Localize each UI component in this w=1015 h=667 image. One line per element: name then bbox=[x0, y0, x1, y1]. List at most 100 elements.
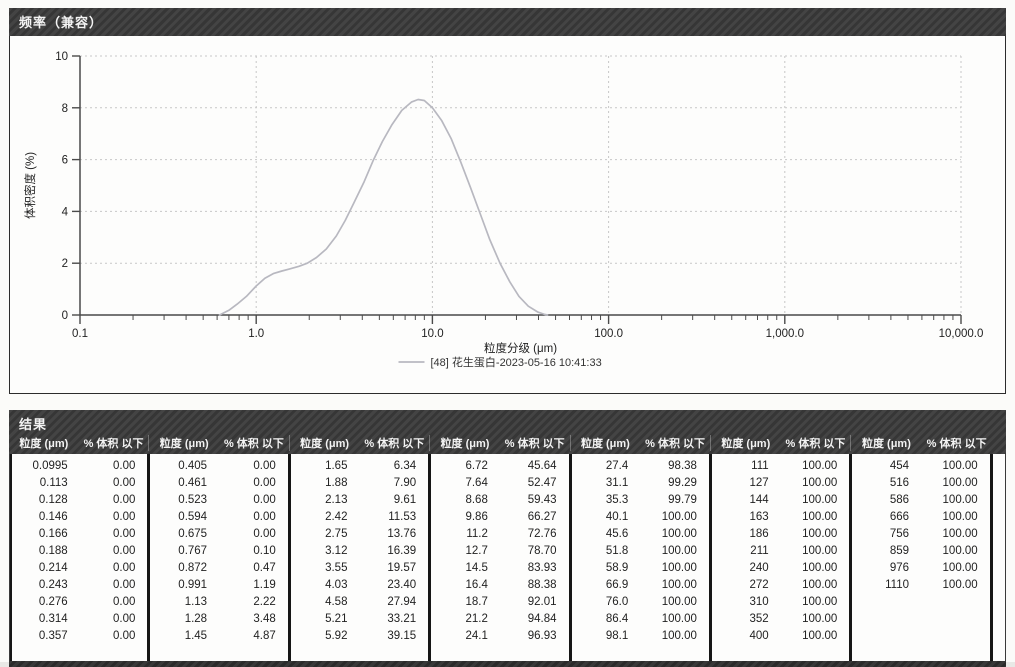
percent-below-cell: 39.15 bbox=[387, 630, 417, 642]
percent-below-cell: 100.00 bbox=[942, 545, 978, 557]
y-tick-label: 4 bbox=[62, 206, 69, 218]
percent-below-header: % 体积 以下 bbox=[364, 438, 425, 450]
particle-size-cell: 58.9 bbox=[605, 562, 629, 574]
table-row: 6.72 45.64 bbox=[431, 458, 568, 475]
particle-size-cell: 0.594 bbox=[178, 511, 208, 523]
particle-size-header: 粒度 (μm) bbox=[440, 438, 490, 450]
table-row: 31.1 99.29 bbox=[572, 475, 709, 492]
table-row: 35.3 99.79 bbox=[572, 492, 709, 509]
results-title-bar: 结果 粒度 (μm) % 体积 以下 粒度 (μm) % 体积 以下 粒度 (μm) % … bbox=[9, 410, 1006, 454]
percent-below-cell: 19.57 bbox=[387, 562, 417, 574]
table-row: 0.146 0.00 bbox=[12, 509, 147, 526]
percent-below-cell: 100.00 bbox=[661, 562, 697, 574]
percent-below-cell: 94.84 bbox=[527, 613, 557, 625]
table-row: 76.0 100.00 bbox=[572, 594, 709, 611]
table-row: 0.113 0.00 bbox=[12, 475, 147, 492]
particle-size-header: 粒度 (μm) bbox=[580, 438, 630, 450]
percent-below-cell: 99.79 bbox=[668, 494, 697, 506]
particle-size-cell: 14.5 bbox=[465, 562, 488, 574]
percent-below-cell: 100.00 bbox=[802, 460, 838, 472]
percent-below-cell: 0.00 bbox=[112, 579, 136, 591]
particle-size-cell: 1.88 bbox=[325, 477, 348, 489]
table-row: 2.42 11.53 bbox=[291, 509, 428, 526]
table-row: 86.4 100.00 bbox=[572, 611, 709, 628]
percent-below-cell: 100.00 bbox=[942, 528, 978, 540]
percent-below-cell: 59.43 bbox=[527, 494, 557, 506]
percent-below-cell: 0.47 bbox=[253, 562, 276, 574]
percent-below-cell: 0.00 bbox=[112, 630, 136, 642]
particle-size-cell: 666 bbox=[889, 511, 910, 523]
particle-size-cell: 144 bbox=[749, 494, 769, 506]
percent-below-cell: 0.00 bbox=[112, 562, 136, 574]
percent-below-cell: 27.94 bbox=[387, 596, 417, 608]
percent-below-cell: 100.00 bbox=[942, 579, 978, 591]
percent-below-cell: 100.00 bbox=[661, 511, 697, 523]
percent-below-cell: 0.00 bbox=[253, 511, 276, 523]
table-row: 66.9 100.00 bbox=[572, 577, 709, 594]
percent-below-cell: 100.00 bbox=[802, 477, 838, 489]
table-right-filler bbox=[992, 454, 1005, 661]
table-row: 516 100.00 bbox=[852, 475, 989, 492]
particle-size-cell: 18.7 bbox=[465, 596, 488, 608]
table-row: 16.4 88.38 bbox=[431, 577, 568, 594]
percent-below-cell: 0.00 bbox=[253, 477, 276, 489]
particle-size-header: 粒度 (μm) bbox=[300, 438, 350, 450]
table-row: 1.45 4.87 bbox=[150, 628, 287, 645]
percent-below-cell: 100.00 bbox=[942, 511, 978, 523]
table-row: 0.314 0.00 bbox=[12, 611, 147, 628]
particle-size-cell: 586 bbox=[889, 494, 910, 506]
percent-below-cell: 23.40 bbox=[387, 579, 417, 591]
result-subtable: 6.72 45.64 7.64 52.47 8.68 59.43 9.86 66.27 11.2… bbox=[431, 454, 572, 661]
percent-below-cell: 100.00 bbox=[802, 494, 838, 506]
particle-size-cell: 31.1 bbox=[605, 477, 629, 489]
result-subtable: 0.405 0.00 0.461 0.00 0.523 0.00 0.594 0.00 0.67… bbox=[150, 454, 291, 661]
particle-size-cell: 0.357 bbox=[38, 630, 68, 642]
particle-size-cell: 3.12 bbox=[325, 545, 348, 557]
particle-size-header: 粒度 (μm) bbox=[721, 438, 771, 450]
y-tick-label: 10 bbox=[55, 51, 68, 63]
y-tick-label: 6 bbox=[62, 155, 68, 167]
table-row: 0.0995 0.00 bbox=[12, 458, 147, 475]
results-column-headers: 粒度 (μm) % 体积 以下 粒度 (μm) % 体积 以下 粒度 (μm) % 体积 … bbox=[9, 435, 1006, 454]
table-row: 27.4 98.38 bbox=[572, 458, 709, 475]
percent-below-cell: 100.00 bbox=[661, 596, 697, 608]
particle-size-cell: 5.21 bbox=[325, 613, 348, 625]
percent-below-cell: 45.64 bbox=[527, 460, 557, 472]
percent-below-cell: 6.34 bbox=[393, 460, 417, 472]
table-row: 21.2 94.84 bbox=[431, 611, 568, 628]
particle-size-cell: 454 bbox=[889, 460, 910, 472]
table-row: 666 100.00 bbox=[852, 509, 989, 526]
percent-below-cell: 100.00 bbox=[802, 579, 838, 591]
table-row: 0.523 0.00 bbox=[150, 492, 287, 509]
percent-below-cell: 0.00 bbox=[253, 528, 276, 540]
y-tick-label: 8 bbox=[62, 103, 68, 115]
percent-below-cell: 0.00 bbox=[112, 460, 136, 472]
percent-below-cell: 52.47 bbox=[527, 477, 557, 489]
percent-below-cell: 7.90 bbox=[393, 477, 417, 489]
particle-size-cell: 1110 bbox=[885, 579, 910, 591]
percent-below-cell: 33.21 bbox=[387, 613, 417, 625]
column-header-pair: 粒度 (μm) % 体积 以下 bbox=[430, 435, 571, 451]
particle-size-cell: 111 bbox=[751, 460, 769, 472]
percent-below-header: % 体积 以下 bbox=[223, 438, 284, 450]
percent-below-cell: 100.00 bbox=[661, 545, 697, 557]
table-row: 976 100.00 bbox=[852, 560, 989, 577]
table-row: 3.12 16.39 bbox=[291, 543, 428, 560]
particle-size-cell: 272 bbox=[749, 579, 769, 591]
column-header-pair: 粒度 (μm) % 体积 以下 bbox=[9, 435, 150, 451]
y-tick-label: 0 bbox=[62, 310, 68, 322]
x-tick-label: 1.0 bbox=[248, 328, 264, 340]
particle-size-cell: 0.276 bbox=[38, 596, 68, 608]
table-row: 45.6 100.00 bbox=[572, 526, 709, 543]
column-header-pair: 粒度 (μm) % 体积 以下 bbox=[851, 435, 991, 451]
table-row: 0.214 0.00 bbox=[12, 560, 147, 577]
particle-size-cell: 2.75 bbox=[325, 528, 348, 540]
particle-size-cell: 0.146 bbox=[38, 511, 68, 523]
percent-below-cell: 92.01 bbox=[527, 596, 557, 608]
percent-below-cell: 0.00 bbox=[112, 494, 136, 506]
table-row: 51.8 100.00 bbox=[572, 543, 709, 560]
particle-size-cell: 1.13 bbox=[184, 596, 208, 608]
result-subtable: 0.0995 0.00 0.113 0.00 0.128 0.00 0.146 0.00 0.1… bbox=[10, 454, 151, 661]
particle-size-cell: 76.0 bbox=[605, 596, 629, 608]
particle-size-cell: 0.991 bbox=[178, 579, 208, 591]
